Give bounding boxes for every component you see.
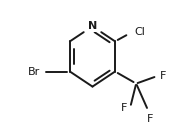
Text: Cl: Cl — [135, 27, 146, 37]
Text: Br: Br — [28, 67, 40, 76]
Text: N: N — [88, 21, 97, 31]
Text: F: F — [121, 103, 127, 113]
Text: F: F — [146, 114, 153, 124]
Text: F: F — [160, 71, 167, 81]
